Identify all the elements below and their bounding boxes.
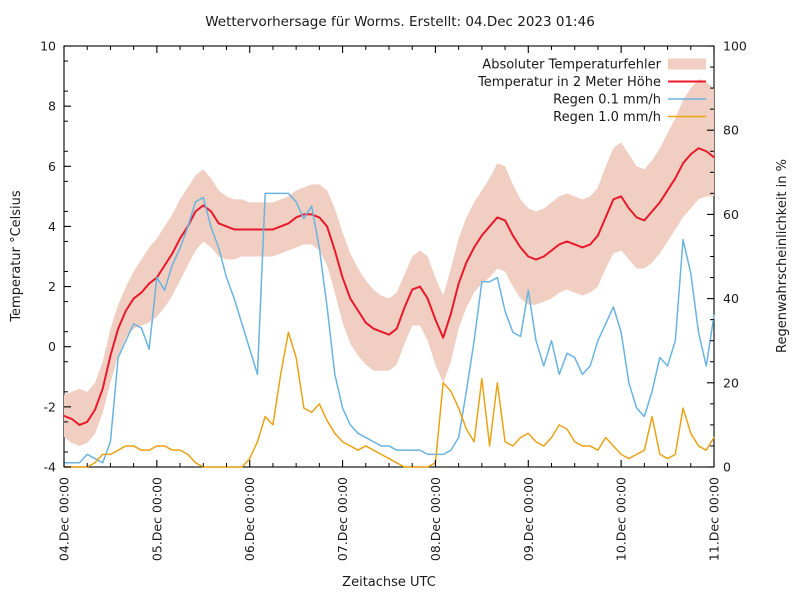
chart-legend: Absoluter Temperaturfehler Temperatur in … <box>477 58 706 125</box>
band-absoluter-temperaturfehler <box>64 79 714 446</box>
y-tick-label-right: 80 <box>723 123 739 138</box>
y-tick-label-right: 0 <box>723 460 731 475</box>
y-tick-label-right: 60 <box>723 207 739 222</box>
series-lines <box>63 147 715 468</box>
y-tick-label-right: 20 <box>723 375 739 390</box>
y-tick-label-left: 8 <box>48 99 56 114</box>
x-tick-label: 11.Dec 00:00 <box>707 477 722 561</box>
x-axis-ticks: 04.Dec 00:00 05.Dec 00:00 06.Dec 00:00 07.D… <box>57 46 722 561</box>
chart-title: Wettervorhersage für Worms. Erstellt: 04… <box>205 14 595 30</box>
legend-label-regen-0-1-mm-h: Regen 0.1 mm/h <box>553 93 661 108</box>
legend-label-temperatur-in-2-meter-h-he: Temperatur in 2 Meter Höhe <box>477 75 661 90</box>
x-tick-label: 09.Dec 00:00 <box>521 477 536 561</box>
x-axis-title: Zeitachse UTC <box>342 575 436 590</box>
y-tick-label-left: 4 <box>48 219 56 234</box>
x-tick-label: 04.Dec 00:00 <box>57 477 72 561</box>
x-tick-label: 10.Dec 00:00 <box>614 477 629 561</box>
y-tick-label-left: -4 <box>44 460 57 475</box>
series-line-regen-1-0-mm-h <box>63 331 715 468</box>
series-line-temperatur-in-2-meter-h-he <box>63 147 715 426</box>
x-tick-label: 06.Dec 00:00 <box>242 477 257 561</box>
y-tick-label-left: 10 <box>40 39 56 54</box>
y-axis-left-title: Temperatur °Celsius <box>9 190 24 323</box>
y-axis-right-ticks: 0 20 40 60 80 100 <box>707 39 747 475</box>
y-axis-left-ticks: -4 -2 0 2 4 6 8 10 <box>40 39 71 475</box>
series-line-regen-0-1-mm-h <box>63 192 715 464</box>
x-tick-label: 05.Dec 00:00 <box>149 477 164 561</box>
temperature-error-band <box>64 79 714 446</box>
x-tick-label: 08.Dec 00:00 <box>428 477 443 561</box>
legend-label-absoluter-temperaturfehler: Absoluter Temperaturfehler <box>482 58 661 73</box>
y-tick-label-left: 0 <box>48 339 56 354</box>
y-axis-right-title: Regenwahrscheinlichkeit in % <box>775 159 790 353</box>
y-tick-label-right: 100 <box>723 39 747 54</box>
y-tick-label-left: 6 <box>48 159 56 174</box>
y-tick-label-left: 2 <box>48 279 56 294</box>
legend-swatch-band <box>668 58 706 70</box>
legend-label-regen-1-0-mm-h: Regen 1.0 mm/h <box>553 110 661 125</box>
x-tick-label: 07.Dec 00:00 <box>335 477 350 561</box>
y-tick-label-right: 40 <box>723 291 739 306</box>
y-tick-label-left: -2 <box>44 399 56 414</box>
